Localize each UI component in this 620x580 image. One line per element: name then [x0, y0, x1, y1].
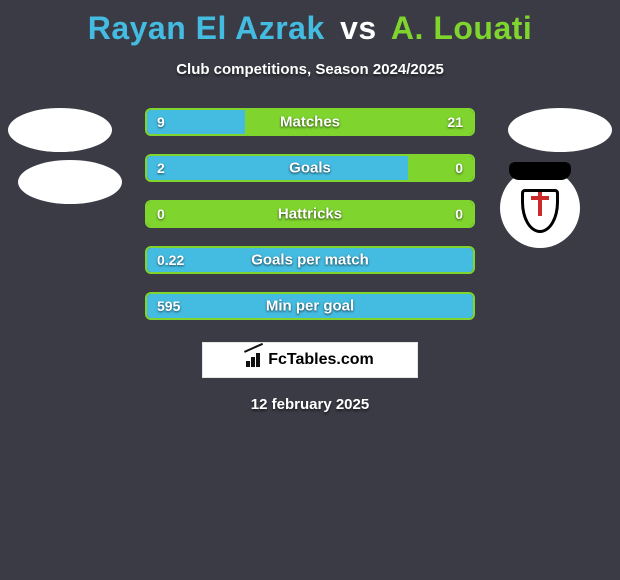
player2-country-icon	[508, 108, 612, 152]
player2-club-icon	[500, 168, 580, 248]
stat-bar: 2 0 Goals	[145, 154, 475, 182]
stat-label: Goals per match	[251, 252, 369, 269]
stat-value-right: 21	[447, 114, 463, 130]
comparison-title: Rayan El Azrak vs A. Louati	[0, 0, 620, 47]
subtitle: Club competitions, Season 2024/2025	[0, 61, 620, 78]
stat-value-left: 0	[157, 206, 165, 222]
chart-icon	[246, 353, 264, 367]
content-area: 9 21 Matches 2 0 Goals 0 0 Hattricks 0.22 Goals pe…	[0, 108, 620, 413]
stat-label: Matches	[280, 114, 340, 131]
stat-bar: 0 0 Hattricks	[145, 200, 475, 228]
player1-club-icon	[8, 108, 112, 152]
club-crest-icon	[521, 189, 559, 233]
stat-label: Min per goal	[266, 298, 354, 315]
stat-label: Goals	[289, 160, 331, 177]
stat-label: Hattricks	[278, 206, 342, 223]
watermark: FcTables.com	[202, 342, 418, 378]
bar-fill-left	[147, 156, 408, 180]
player2-name: A. Louati	[391, 10, 532, 46]
stat-value-right: 0	[455, 160, 463, 176]
stat-bar: 9 21 Matches	[145, 108, 475, 136]
bar-fill-right	[408, 156, 473, 180]
player1-name: Rayan El Azrak	[88, 10, 325, 46]
stat-value-left: 2	[157, 160, 165, 176]
watermark-text: FcTables.com	[268, 351, 374, 369]
stat-value-left: 9	[157, 114, 165, 130]
stat-value-left: 0.22	[157, 252, 184, 268]
stat-bar: 0.22 Goals per match	[145, 246, 475, 274]
stat-value-left: 595	[157, 298, 180, 314]
comparison-bars: 9 21 Matches 2 0 Goals 0 0 Hattricks 0.22 Goals pe…	[145, 108, 475, 320]
player1-country-icon	[18, 160, 122, 204]
stat-value-right: 0	[455, 206, 463, 222]
date-label: 12 february 2025	[0, 396, 620, 413]
title-vs: vs	[340, 10, 377, 46]
stat-bar: 595 Min per goal	[145, 292, 475, 320]
